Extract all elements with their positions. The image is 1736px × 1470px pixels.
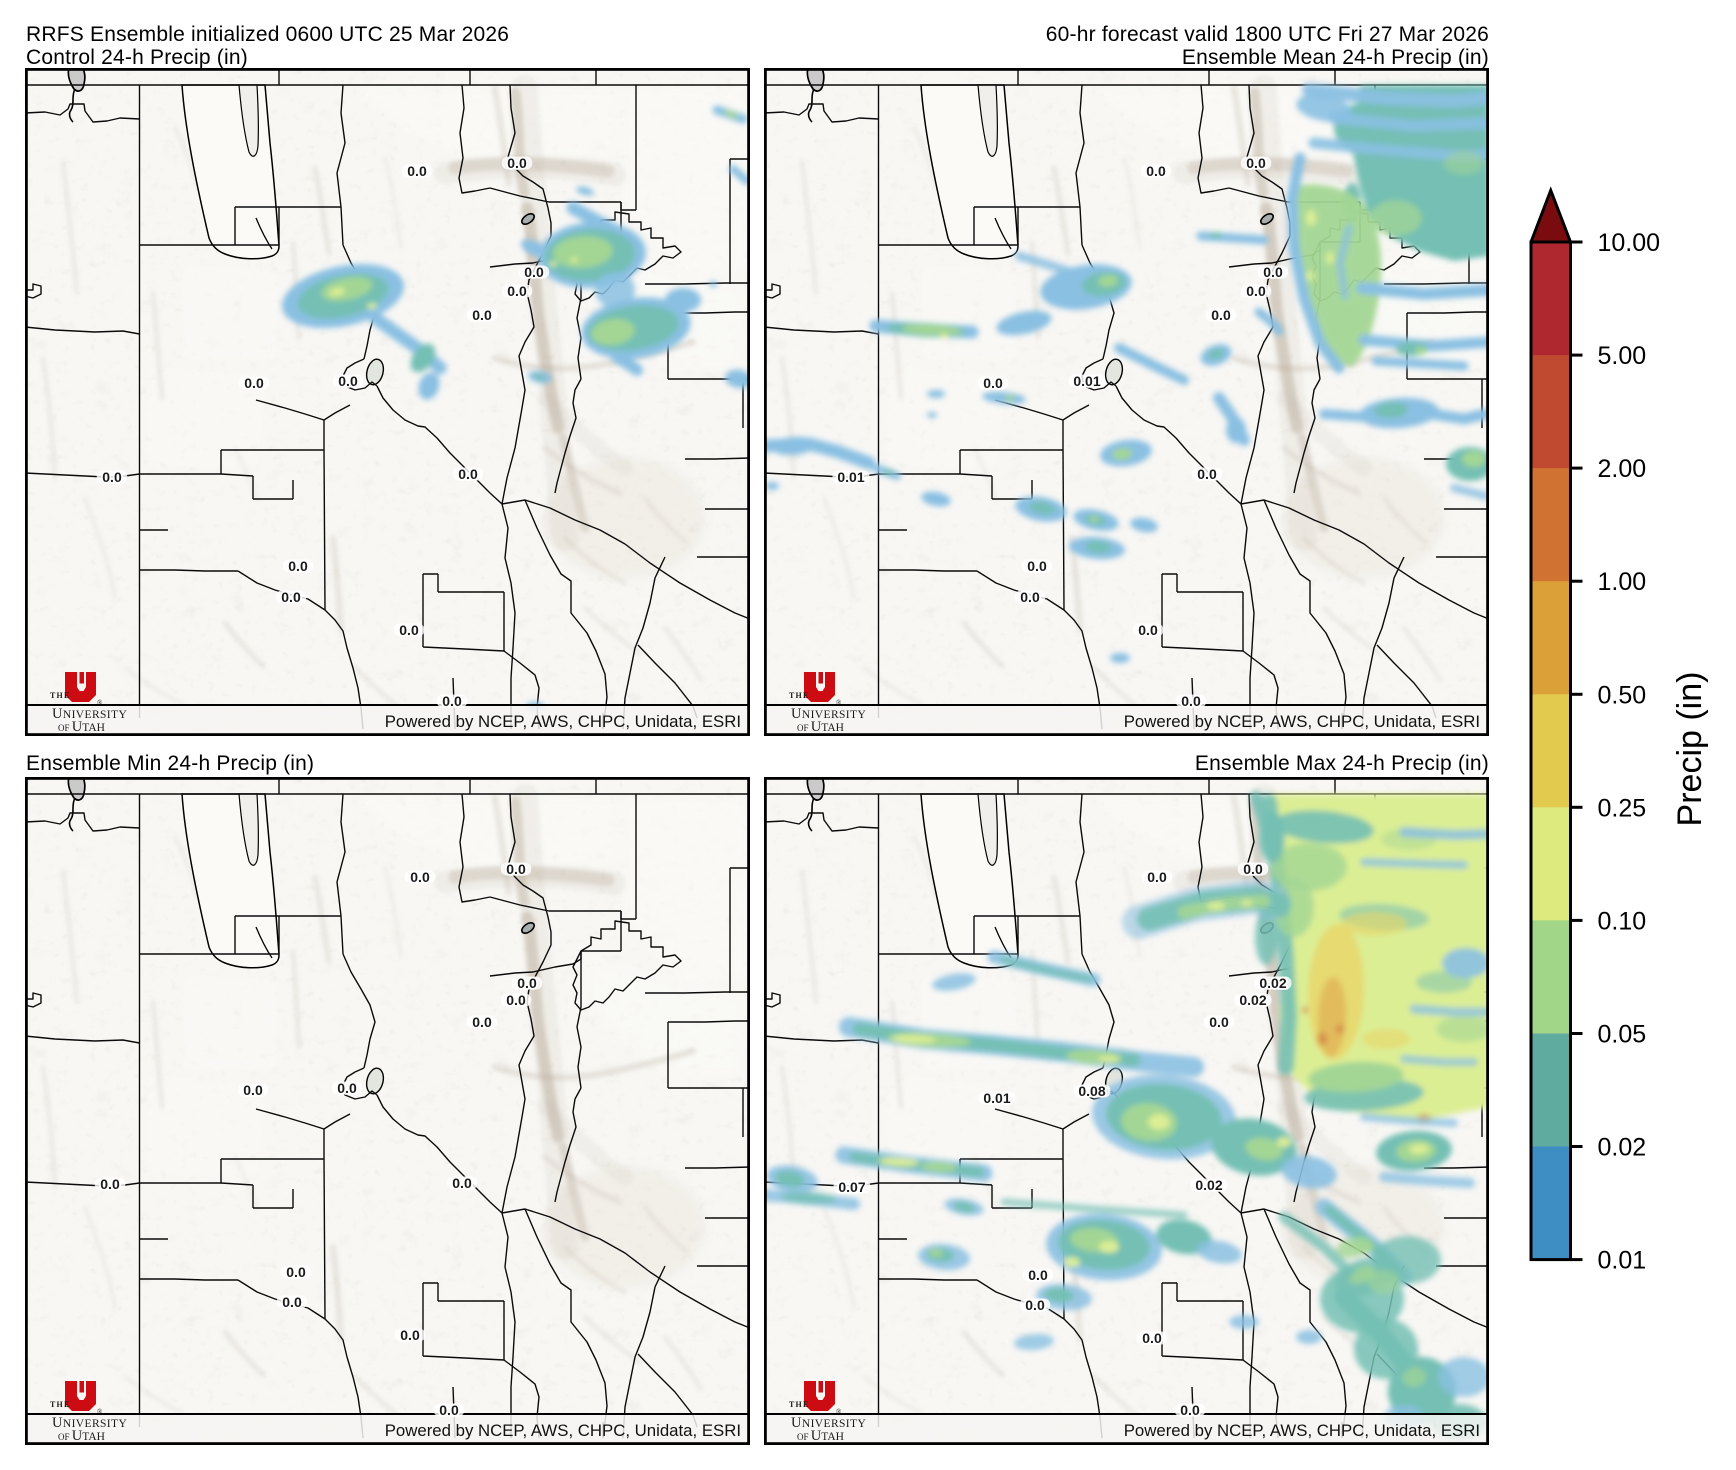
svg-text:0.0: 0.0 <box>338 373 358 389</box>
svg-text:0.0: 0.0 <box>1263 264 1283 280</box>
svg-text:0.0: 0.0 <box>410 869 430 885</box>
svg-text:0.25: 0.25 <box>1598 794 1647 822</box>
svg-text:0.0: 0.0 <box>472 307 492 323</box>
svg-text:0.0: 0.0 <box>1180 1402 1200 1418</box>
svg-text:0.0: 0.0 <box>1027 558 1047 574</box>
svg-text:0.0: 0.0 <box>506 861 526 877</box>
svg-text:0.07: 0.07 <box>838 1179 865 1195</box>
svg-text:0.0: 0.0 <box>400 1327 420 1343</box>
svg-text:0.0: 0.0 <box>100 1176 120 1192</box>
svg-text:0.01: 0.01 <box>1598 1247 1647 1275</box>
svg-text:0.0: 0.0 <box>524 264 544 280</box>
svg-text:0.0: 0.0 <box>407 163 427 179</box>
svg-text:0.10: 0.10 <box>1598 907 1647 935</box>
svg-text:0.01: 0.01 <box>837 469 864 485</box>
svg-text:0.02: 0.02 <box>1195 1177 1222 1193</box>
svg-text:0.0: 0.0 <box>243 1082 263 1098</box>
svg-text:0.0: 0.0 <box>1181 693 1201 709</box>
svg-text:0.0: 0.0 <box>244 375 264 391</box>
svg-text:5.00: 5.00 <box>1598 342 1647 370</box>
svg-text:0.0: 0.0 <box>399 622 419 638</box>
svg-text:0.08: 0.08 <box>1078 1083 1105 1099</box>
svg-text:0.01: 0.01 <box>983 1090 1010 1106</box>
svg-text:0.0: 0.0 <box>1146 163 1166 179</box>
svg-text:Precip (in): Precip (in) <box>1671 672 1709 827</box>
svg-text:0.0: 0.0 <box>1246 283 1266 299</box>
svg-text:0.0: 0.0 <box>506 992 526 1008</box>
svg-text:1.00: 1.00 <box>1598 568 1647 596</box>
svg-text:0.0: 0.0 <box>1197 466 1217 482</box>
svg-text:0.0: 0.0 <box>102 469 122 485</box>
svg-text:10.00: 10.00 <box>1598 229 1661 257</box>
svg-text:0.0: 0.0 <box>337 1080 357 1096</box>
svg-text:0.0: 0.0 <box>442 693 462 709</box>
svg-text:0.0: 0.0 <box>1142 1330 1162 1346</box>
svg-text:0.0: 0.0 <box>282 1294 302 1310</box>
svg-text:0.0: 0.0 <box>286 1264 306 1280</box>
svg-text:0.0: 0.0 <box>983 375 1003 391</box>
svg-text:0.50: 0.50 <box>1598 681 1647 709</box>
svg-text:0.01: 0.01 <box>1073 373 1100 389</box>
svg-text:0.0: 0.0 <box>439 1402 459 1418</box>
svg-text:0.02: 0.02 <box>1239 992 1266 1008</box>
svg-text:0.0: 0.0 <box>472 1014 492 1030</box>
svg-text:0.0: 0.0 <box>1211 307 1231 323</box>
svg-text:0.0: 0.0 <box>507 155 527 171</box>
svg-text:0.0: 0.0 <box>507 283 527 299</box>
svg-text:0.0: 0.0 <box>1020 589 1040 605</box>
svg-text:0.0: 0.0 <box>1243 861 1263 877</box>
svg-text:0.02: 0.02 <box>1598 1134 1647 1162</box>
svg-text:0.0: 0.0 <box>288 558 308 574</box>
svg-text:0.0: 0.0 <box>281 589 301 605</box>
svg-text:0.0: 0.0 <box>1138 622 1158 638</box>
svg-text:0.0: 0.0 <box>517 975 537 991</box>
svg-text:0.0: 0.0 <box>1025 1297 1045 1313</box>
svg-text:0.0: 0.0 <box>458 466 478 482</box>
svg-text:0.0: 0.0 <box>1209 1014 1229 1030</box>
svg-text:0.0: 0.0 <box>1028 1267 1048 1283</box>
svg-text:0.05: 0.05 <box>1598 1021 1647 1049</box>
svg-text:0.0: 0.0 <box>452 1175 472 1191</box>
svg-text:0.02: 0.02 <box>1259 975 1286 991</box>
svg-text:0.0: 0.0 <box>1147 869 1167 885</box>
svg-text:2.00: 2.00 <box>1598 455 1647 483</box>
svg-text:0.0: 0.0 <box>1246 155 1266 171</box>
